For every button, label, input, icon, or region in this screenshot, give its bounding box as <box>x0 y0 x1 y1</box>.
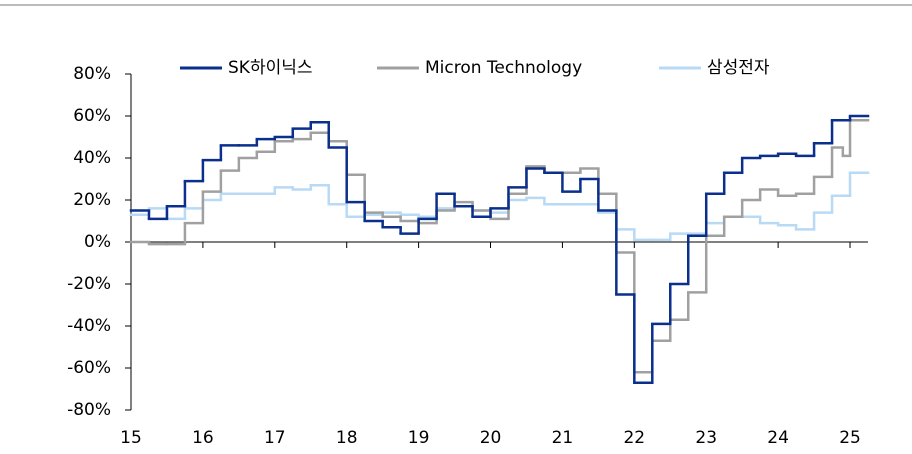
y-tick-label: -80% <box>67 400 111 420</box>
y-tick-label: 0% <box>84 232 111 252</box>
y-tick-label: -20% <box>67 274 111 294</box>
x-tick-label: 19 <box>408 428 430 448</box>
x-tick-label: 18 <box>336 428 358 448</box>
x-tick-label: 24 <box>767 428 789 448</box>
x-tick-label: 21 <box>552 428 574 448</box>
x-tick-label: 25 <box>839 428 861 448</box>
y-tick-label: 60% <box>73 106 111 126</box>
x-tick-label: 22 <box>623 428 645 448</box>
x-tick-label: 20 <box>480 428 502 448</box>
y-tick-label: -60% <box>67 358 111 378</box>
x-tick-label: 23 <box>695 428 717 448</box>
x-tick-label: 16 <box>192 428 214 448</box>
x-tick-label: 17 <box>264 428 286 448</box>
legend-label: SK하이닉스 <box>228 58 313 78</box>
legend: SK하이닉스 Micron Technology 삼성전자 <box>180 58 770 78</box>
y-tick-label: 20% <box>73 190 111 210</box>
series <box>129 171 870 242</box>
legend-label: Micron Technology <box>425 58 582 78</box>
legend-label: 삼성전자 <box>707 58 770 78</box>
y-tick-label: 80% <box>73 64 111 84</box>
x-tick-label: 15 <box>120 428 142 448</box>
y-tick-label: 40% <box>73 148 111 168</box>
series <box>129 114 870 384</box>
y-tick-label: -40% <box>67 316 111 336</box>
